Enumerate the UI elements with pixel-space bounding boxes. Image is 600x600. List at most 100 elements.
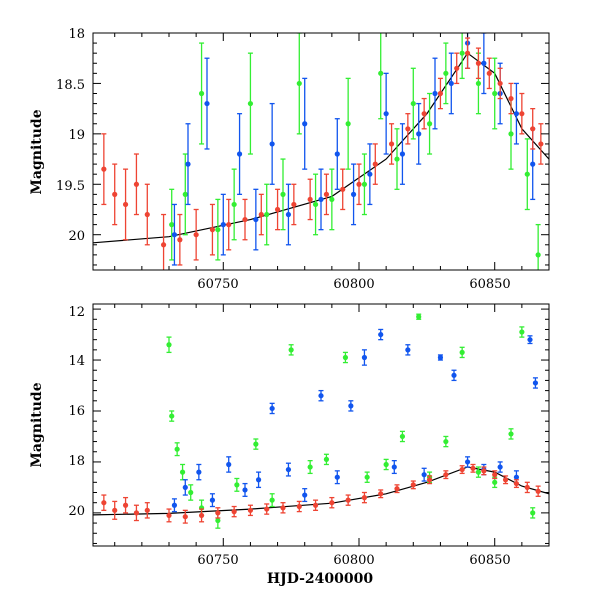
point-marker — [112, 191, 118, 197]
point-marker — [247, 507, 254, 513]
data-point — [530, 507, 536, 519]
top-y-tick-label: 19 — [68, 128, 85, 143]
point-marker — [538, 141, 544, 147]
data-point — [367, 143, 373, 206]
data-point — [171, 498, 178, 513]
data-point — [530, 107, 536, 150]
data-point — [475, 47, 482, 80]
point-marker — [345, 497, 351, 503]
data-point — [410, 480, 416, 490]
data-point — [264, 183, 270, 246]
bottom-y-tick-label: 16 — [68, 404, 85, 419]
point-marker — [182, 191, 188, 197]
point-marker — [513, 474, 520, 480]
data-point — [405, 344, 411, 356]
data-point — [492, 470, 498, 480]
top-plot-frame — [92, 32, 550, 271]
point-marker — [122, 502, 129, 508]
data-point — [253, 188, 259, 251]
data-point — [443, 42, 449, 105]
data-point — [291, 183, 297, 226]
bottom-x-tick-label: 60750 — [197, 553, 238, 568]
data-point — [247, 504, 254, 517]
point-marker — [318, 393, 324, 399]
point-marker — [342, 354, 349, 361]
data-point — [416, 313, 422, 320]
data-point — [426, 475, 433, 485]
data-point — [169, 410, 175, 422]
point-marker — [231, 201, 237, 208]
data-point — [215, 507, 221, 519]
point-marker — [226, 461, 232, 468]
point-marker — [378, 70, 384, 76]
data-point — [193, 208, 199, 261]
data-point — [459, 33, 465, 80]
data-point — [356, 163, 362, 206]
data-point — [527, 335, 533, 345]
point-marker — [264, 506, 270, 512]
data-point — [410, 67, 416, 140]
point-marker — [475, 469, 482, 475]
point-marker — [236, 151, 243, 157]
data-point — [348, 400, 354, 412]
data-point — [345, 494, 351, 506]
data-point — [508, 428, 514, 440]
data-point — [231, 505, 237, 518]
data-point — [236, 113, 243, 196]
point-marker — [196, 469, 202, 475]
point-marker — [497, 464, 503, 470]
point-marker — [182, 514, 188, 520]
point-marker — [410, 482, 416, 488]
data-point — [318, 389, 324, 402]
point-marker — [264, 211, 270, 218]
data-point — [182, 153, 188, 236]
data-point — [198, 508, 205, 523]
point-marker — [307, 464, 313, 470]
point-marker — [464, 459, 471, 465]
data-point — [513, 479, 520, 489]
data-point — [296, 500, 302, 513]
point-marker — [391, 464, 397, 470]
top-ticks — [93, 32, 550, 270]
point-marker — [144, 507, 150, 513]
point-marker — [296, 503, 302, 510]
data-point — [383, 72, 389, 155]
data-point — [443, 470, 449, 480]
point-marker — [193, 232, 199, 238]
data-point — [519, 326, 525, 338]
data-point — [112, 163, 118, 226]
point-marker — [226, 222, 232, 228]
point-marker — [421, 111, 427, 117]
data-point — [350, 163, 357, 226]
point-marker — [361, 495, 368, 501]
data-point — [323, 453, 330, 466]
bottom-model-curve — [93, 466, 549, 516]
point-marker — [144, 211, 150, 218]
data-point — [329, 496, 335, 509]
top-x-tick-label: 60850 — [469, 277, 510, 292]
point-marker — [367, 171, 373, 177]
point-marker — [174, 446, 180, 452]
point-marker — [530, 126, 536, 132]
point-marker — [508, 131, 514, 137]
point-marker — [215, 227, 221, 233]
point-marker — [280, 191, 286, 197]
point-marker — [356, 181, 362, 187]
point-marker — [188, 489, 194, 496]
top-y-axis-title: Magnitude — [29, 109, 45, 194]
point-marker — [426, 121, 433, 127]
point-marker — [508, 431, 514, 437]
data-point — [274, 188, 281, 231]
data-point — [535, 485, 541, 497]
point-marker — [269, 405, 275, 412]
top-x-tick-label: 60800 — [333, 277, 374, 292]
data-point — [437, 77, 444, 110]
point-marker — [399, 151, 406, 157]
data-point — [383, 458, 389, 471]
data-point — [307, 460, 313, 475]
data-point — [242, 482, 248, 497]
data-point — [334, 470, 340, 485]
point-marker — [179, 469, 186, 475]
bottom-model-layer — [93, 466, 549, 516]
